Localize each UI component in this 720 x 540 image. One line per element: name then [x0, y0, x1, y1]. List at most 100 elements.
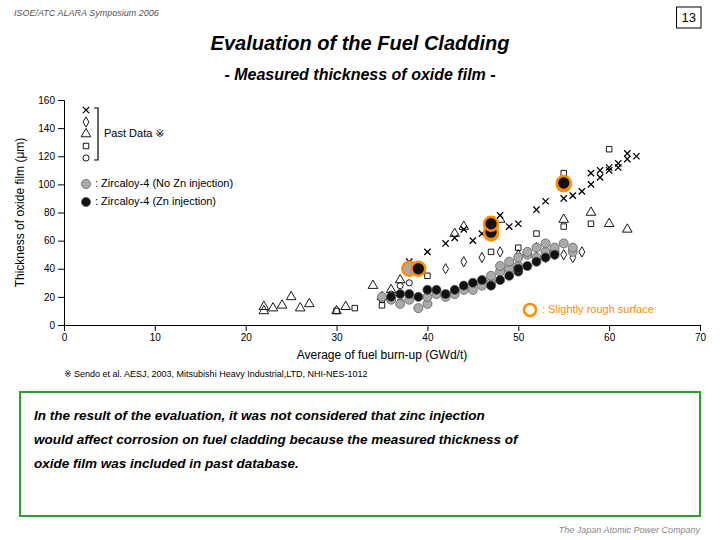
point	[450, 285, 459, 294]
tick-label: 40	[422, 332, 434, 343]
point	[268, 303, 278, 311]
tick-mark	[58, 156, 64, 157]
tick-mark	[58, 184, 64, 185]
legend-label: : Zircaloy-4 (No Zn injection)	[95, 177, 233, 189]
tick-label: 20	[241, 332, 253, 343]
point	[332, 305, 342, 313]
point	[523, 261, 532, 270]
point	[259, 305, 269, 313]
point	[468, 278, 477, 287]
tick-mark	[58, 269, 64, 270]
key-symbol	[81, 128, 91, 136]
key-symbol	[83, 107, 89, 113]
point	[559, 239, 568, 248]
point	[305, 298, 315, 306]
point	[452, 235, 458, 241]
tick-label: 60	[604, 332, 616, 343]
tick: 30	[332, 325, 344, 343]
key-symbol	[83, 117, 89, 127]
header-text: ISOE/ATC ALARA Symposium 2006	[14, 8, 159, 18]
tick: 80	[44, 207, 64, 218]
series	[259, 207, 632, 314]
tick-mark	[58, 241, 64, 242]
conclusion-text: In the result of the evaluation, it was …	[34, 408, 519, 471]
tick: 40	[44, 263, 64, 274]
point	[368, 280, 378, 288]
tick-label: 0	[49, 320, 55, 331]
axis-line	[65, 326, 701, 332]
chart: ISOE/ATC ALARA Symposium 2006 13 Evaluatio…	[0, 0, 720, 540]
point	[550, 250, 559, 259]
slide-number-text: 13	[682, 10, 696, 25]
rough-key-symbol	[524, 304, 536, 316]
series	[411, 176, 570, 276]
tick: 0	[62, 325, 68, 343]
point	[395, 274, 405, 282]
tick-label: 70	[695, 332, 707, 343]
point	[561, 250, 567, 260]
tick-label: 160	[38, 95, 55, 106]
tick: 20	[241, 325, 253, 343]
tick-mark	[700, 325, 701, 331]
plot: 010203040506070020406080100120140160Past…	[38, 95, 706, 343]
point	[443, 264, 449, 274]
key-symbol	[83, 155, 89, 161]
point	[623, 224, 633, 232]
point	[405, 290, 414, 299]
tick-label: 120	[38, 151, 55, 162]
point	[486, 281, 495, 290]
point	[397, 283, 403, 289]
point	[542, 198, 548, 204]
point	[497, 247, 503, 257]
tick: 0	[49, 320, 64, 331]
tick-label: 100	[38, 179, 55, 190]
point	[396, 299, 405, 308]
tick-mark	[155, 325, 156, 331]
company-text: The Japan Atomic Power Company	[559, 525, 701, 535]
point	[295, 303, 305, 311]
tick-label: 20	[44, 292, 56, 303]
series	[406, 150, 639, 265]
point	[505, 271, 514, 280]
title: Evaluation of the Fuel Cladding	[211, 32, 510, 54]
tick: 20	[44, 292, 64, 303]
rough-key-label: : Slightly rough surface	[542, 303, 654, 315]
legend-entry: : Zircaloy-4 (Zn injection)	[81, 195, 216, 207]
point	[352, 305, 357, 310]
point	[496, 261, 505, 270]
tick-mark	[58, 325, 64, 326]
tick: 40	[422, 325, 434, 343]
tick-label: 0	[62, 332, 68, 343]
y-axis: 020406080100120140160	[38, 95, 64, 331]
point	[479, 252, 485, 262]
y-axis-title: Thickness of oxide film (μm)	[13, 138, 27, 288]
tick-label: 50	[513, 332, 525, 343]
slide-number: 13	[677, 7, 701, 28]
point	[505, 257, 514, 266]
x-axis-title: Average of fuel burn-up (GWd/t)	[297, 348, 468, 362]
point	[588, 221, 593, 226]
point	[606, 164, 612, 170]
tick: 60	[44, 235, 64, 246]
slide-number-box	[677, 7, 701, 28]
tick-label: 10	[150, 332, 162, 343]
tick: 50	[513, 325, 525, 343]
point	[515, 221, 521, 227]
key-bracket	[94, 108, 98, 160]
point	[477, 275, 486, 284]
legend-symbol	[81, 197, 90, 206]
point	[633, 153, 639, 159]
point	[597, 167, 603, 173]
point	[432, 285, 441, 294]
tick-mark	[58, 297, 64, 298]
point	[624, 156, 630, 162]
series	[377, 239, 577, 313]
point	[341, 301, 351, 309]
point	[411, 262, 425, 276]
point	[484, 217, 498, 231]
series	[334, 146, 612, 313]
tick-mark	[58, 100, 64, 101]
tick: 60	[604, 325, 616, 343]
point	[532, 243, 541, 252]
point	[334, 308, 339, 313]
